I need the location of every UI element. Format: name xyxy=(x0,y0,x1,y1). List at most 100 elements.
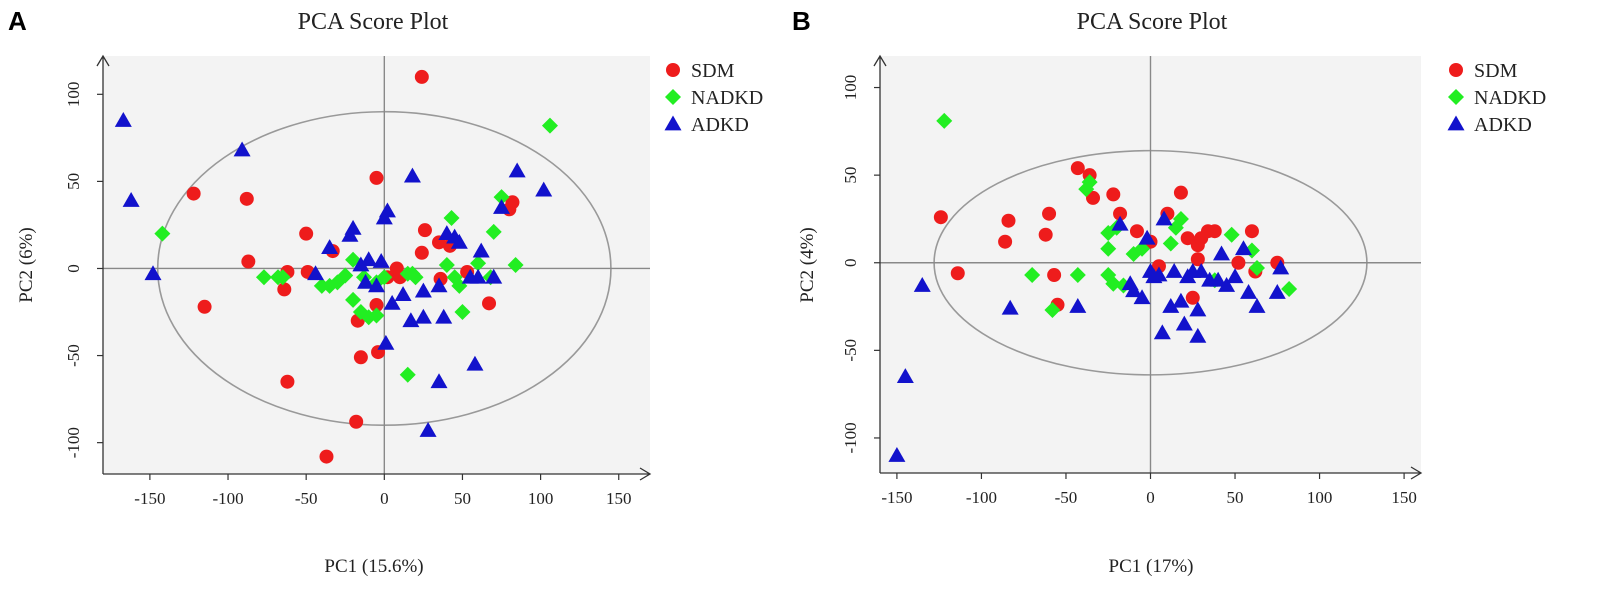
legend-marker-sdm xyxy=(1449,63,1463,77)
point-adkd xyxy=(1240,284,1258,299)
point-adkd xyxy=(1150,266,1168,282)
point-adkd xyxy=(378,202,396,218)
point-adkd xyxy=(888,446,906,462)
panel-b-y-axis-label: PC2 (4%) xyxy=(797,227,818,302)
point-adkd xyxy=(357,273,375,289)
point-nadkd xyxy=(1223,226,1240,243)
point-nadkd xyxy=(1105,275,1122,292)
point-nadkd xyxy=(1069,267,1086,284)
point-adkd xyxy=(913,277,931,292)
point-adkd xyxy=(1268,284,1286,299)
y-tick-label: -50 xyxy=(841,339,860,362)
point-nadkd xyxy=(936,112,953,129)
point-nadkd xyxy=(507,257,524,273)
point-adkd xyxy=(472,242,490,258)
y-axis-line xyxy=(873,54,887,473)
point-adkd xyxy=(114,111,132,127)
point-sdm xyxy=(353,350,368,365)
point-adkd xyxy=(1192,263,1210,278)
point-sdm xyxy=(197,299,212,314)
x-tick-label: -50 xyxy=(295,489,318,508)
point-adkd xyxy=(1226,268,1244,284)
point-nadkd xyxy=(399,366,416,383)
panel-b-title: PCA Score Plot xyxy=(1077,9,1228,35)
y-tick-label: 50 xyxy=(841,167,860,184)
point-adkd xyxy=(122,192,140,207)
y-tick-label: -50 xyxy=(64,344,83,367)
point-adkd xyxy=(1138,229,1156,245)
point-nadkd xyxy=(1081,174,1098,191)
point-adkd xyxy=(414,308,432,324)
point-sdm xyxy=(1151,259,1166,274)
point-adkd xyxy=(1248,298,1266,313)
x-axis-line xyxy=(103,467,652,481)
point-adkd xyxy=(450,233,468,249)
point-nadkd xyxy=(255,269,272,286)
point-nadkd xyxy=(1100,240,1117,257)
point-adkd xyxy=(377,334,395,350)
point-adkd xyxy=(1172,292,1190,308)
point-sdm xyxy=(950,266,965,281)
point-nadkd xyxy=(337,267,354,284)
x-tick-label: 100 xyxy=(528,489,554,508)
point-adkd xyxy=(430,277,448,293)
series-adkd xyxy=(888,210,1290,462)
point-adkd xyxy=(1234,240,1252,256)
point-adkd xyxy=(1125,282,1143,298)
point-nadkd xyxy=(1281,281,1298,298)
x-tick-label: 100 xyxy=(1307,488,1333,507)
point-nadkd xyxy=(1172,210,1189,227)
point-sdm xyxy=(482,296,497,311)
y-tick-label: 0 xyxy=(64,264,83,273)
point-sdm xyxy=(1129,224,1144,239)
point-sdm xyxy=(1190,252,1205,267)
point-adkd xyxy=(1069,298,1087,313)
point-nadkd xyxy=(1134,240,1151,257)
point-adkd xyxy=(1153,324,1171,340)
panel-b-letter: B xyxy=(792,6,811,36)
point-adkd xyxy=(1209,271,1227,287)
x-tick-label: 50 xyxy=(454,489,471,508)
point-nadkd xyxy=(1162,235,1179,252)
y-tick-label: 0 xyxy=(841,258,860,267)
y-tick-label: 50 xyxy=(64,173,83,190)
panel-a-x-axis-label: PC1 (15.6%) xyxy=(324,556,423,577)
point-nadkd xyxy=(368,307,385,324)
y-tick-label: 100 xyxy=(841,75,860,101)
point-sdm xyxy=(299,226,314,241)
point-adkd xyxy=(1155,210,1173,226)
series-sdm xyxy=(933,161,1285,312)
point-adkd xyxy=(1189,301,1207,317)
point-adkd xyxy=(1189,327,1207,343)
legend-marker-nadkd xyxy=(665,89,681,105)
x-tick-label: 150 xyxy=(1391,488,1417,507)
legend-label-sdm: SDM xyxy=(1474,60,1518,82)
legend-marker-adkd xyxy=(1447,115,1465,131)
point-nadkd xyxy=(407,269,424,286)
point-adkd xyxy=(321,239,339,254)
point-sdm xyxy=(1047,268,1062,283)
point-adkd xyxy=(1162,298,1180,313)
point-sdm xyxy=(1086,190,1101,205)
panel-a-ticks: -150 -100 -50 0 50 100 150 -100 -50 0 50 100 xyxy=(64,54,652,508)
point-adkd xyxy=(307,265,325,281)
point-sdm xyxy=(1231,255,1246,270)
panel-a-letter: A xyxy=(8,6,27,36)
point-adkd xyxy=(419,421,437,437)
panel-a-title: PCA Score Plot xyxy=(298,9,449,35)
x-tick-label: 0 xyxy=(380,489,389,508)
panel-b: B PCA Score Plot PC1 (17%) PC2 (4%) -150… xyxy=(792,6,1546,577)
point-adkd xyxy=(383,294,401,310)
point-sdm xyxy=(239,191,254,206)
point-nadkd xyxy=(493,189,510,206)
x-tick-label: 0 xyxy=(1146,488,1155,507)
point-sdm xyxy=(277,282,292,297)
legend-label-adkd: ADKD xyxy=(1474,114,1532,136)
point-nadkd xyxy=(1024,267,1041,284)
point-adkd xyxy=(1272,259,1290,275)
panel-b-points xyxy=(888,112,1298,462)
point-sdm xyxy=(1113,206,1128,221)
point-adkd xyxy=(368,277,385,293)
x-tick-label: -50 xyxy=(1055,488,1078,507)
point-nadkd xyxy=(541,117,558,134)
